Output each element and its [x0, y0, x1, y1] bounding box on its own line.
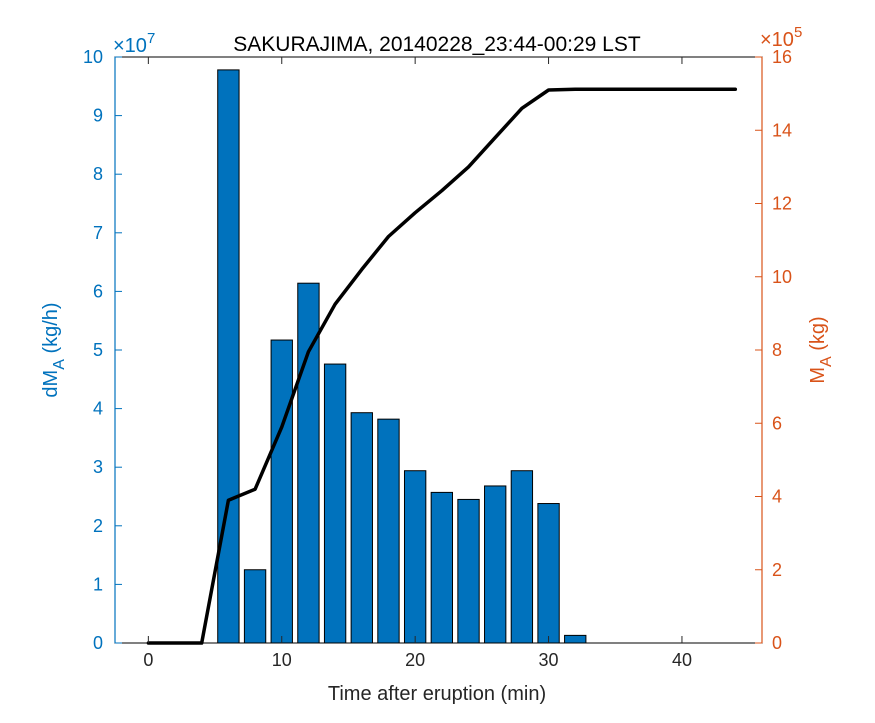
left-tick-label: 4	[93, 399, 103, 419]
right-tick-label: 8	[772, 340, 782, 360]
bar	[430, 491, 454, 644]
right-tick-label: 2	[772, 560, 782, 580]
bar	[350, 412, 373, 644]
right-label-unit: (kg)	[807, 316, 829, 356]
bar	[537, 503, 560, 644]
x-tick-label: 30	[539, 650, 559, 670]
right-tick-label: 0	[772, 633, 782, 653]
left-label-sub: A	[51, 359, 68, 370]
right-axis-ticks: 0 2 4 6 8 10 12 14 16	[755, 47, 792, 653]
bars-layer	[217, 69, 587, 644]
bar	[217, 69, 240, 644]
x-tick-label: 40	[672, 650, 692, 670]
right-axis-label: MA (kg)	[807, 316, 835, 383]
bar	[403, 470, 427, 644]
bar	[510, 470, 534, 644]
right-tick-label: 10	[772, 267, 792, 287]
right-axis-exponent: ×105	[760, 24, 802, 51]
bar	[323, 363, 347, 644]
right-label-main: M	[807, 367, 829, 384]
right-exponent-power: 5	[794, 24, 802, 41]
bar	[243, 569, 267, 644]
left-tick-label: 1	[93, 574, 103, 594]
line-layer	[146, 87, 738, 645]
right-tick-label: 16	[772, 47, 792, 67]
right-tick-label: 12	[772, 194, 792, 214]
bar	[377, 418, 400, 644]
left-tick-label: 3	[93, 457, 103, 477]
right-tick-label: 4	[772, 487, 782, 507]
left-label-main: dM	[40, 370, 62, 398]
x-axis-ticks: 0 10 20 30 40	[143, 57, 692, 670]
right-label-sub: A	[818, 356, 835, 367]
left-axis-exponent: ×107	[113, 30, 155, 57]
bar	[484, 485, 507, 644]
bar	[564, 634, 587, 644]
left-tick-label: 2	[93, 516, 103, 536]
left-label-unit: (kg/h)	[40, 302, 62, 359]
x-axis-label: Time after eruption (min)	[328, 683, 546, 705]
x-tick-label: 0	[143, 650, 153, 670]
left-exponent-power: 7	[147, 30, 155, 47]
chart-title: SAKURAJIMA, 20140228_23:44-00:29 LST	[233, 33, 641, 56]
left-tick-label: 9	[93, 106, 103, 126]
left-tick-label: 0	[93, 633, 103, 653]
left-axis-ticks: 0 1 2 3 4 5 6 7 8 9 10	[83, 47, 122, 653]
bar	[457, 498, 480, 644]
x-tick-label: 20	[405, 650, 425, 670]
right-exponent-prefix: ×10	[760, 29, 794, 51]
left-tick-label: 5	[93, 340, 103, 360]
left-axis-label: dMA (kg/h)	[40, 302, 68, 397]
right-tick-label: 14	[772, 120, 792, 140]
left-tick-label: 6	[93, 281, 103, 301]
left-tick-label: 8	[93, 164, 103, 184]
x-tick-label: 10	[272, 650, 292, 670]
bar	[270, 339, 293, 644]
right-tick-label: 6	[772, 413, 782, 433]
left-exponent-prefix: ×10	[113, 35, 147, 57]
cumulative-mass-line	[146, 87, 738, 645]
left-tick-label: 10	[83, 47, 103, 67]
left-tick-label: 7	[93, 223, 103, 243]
